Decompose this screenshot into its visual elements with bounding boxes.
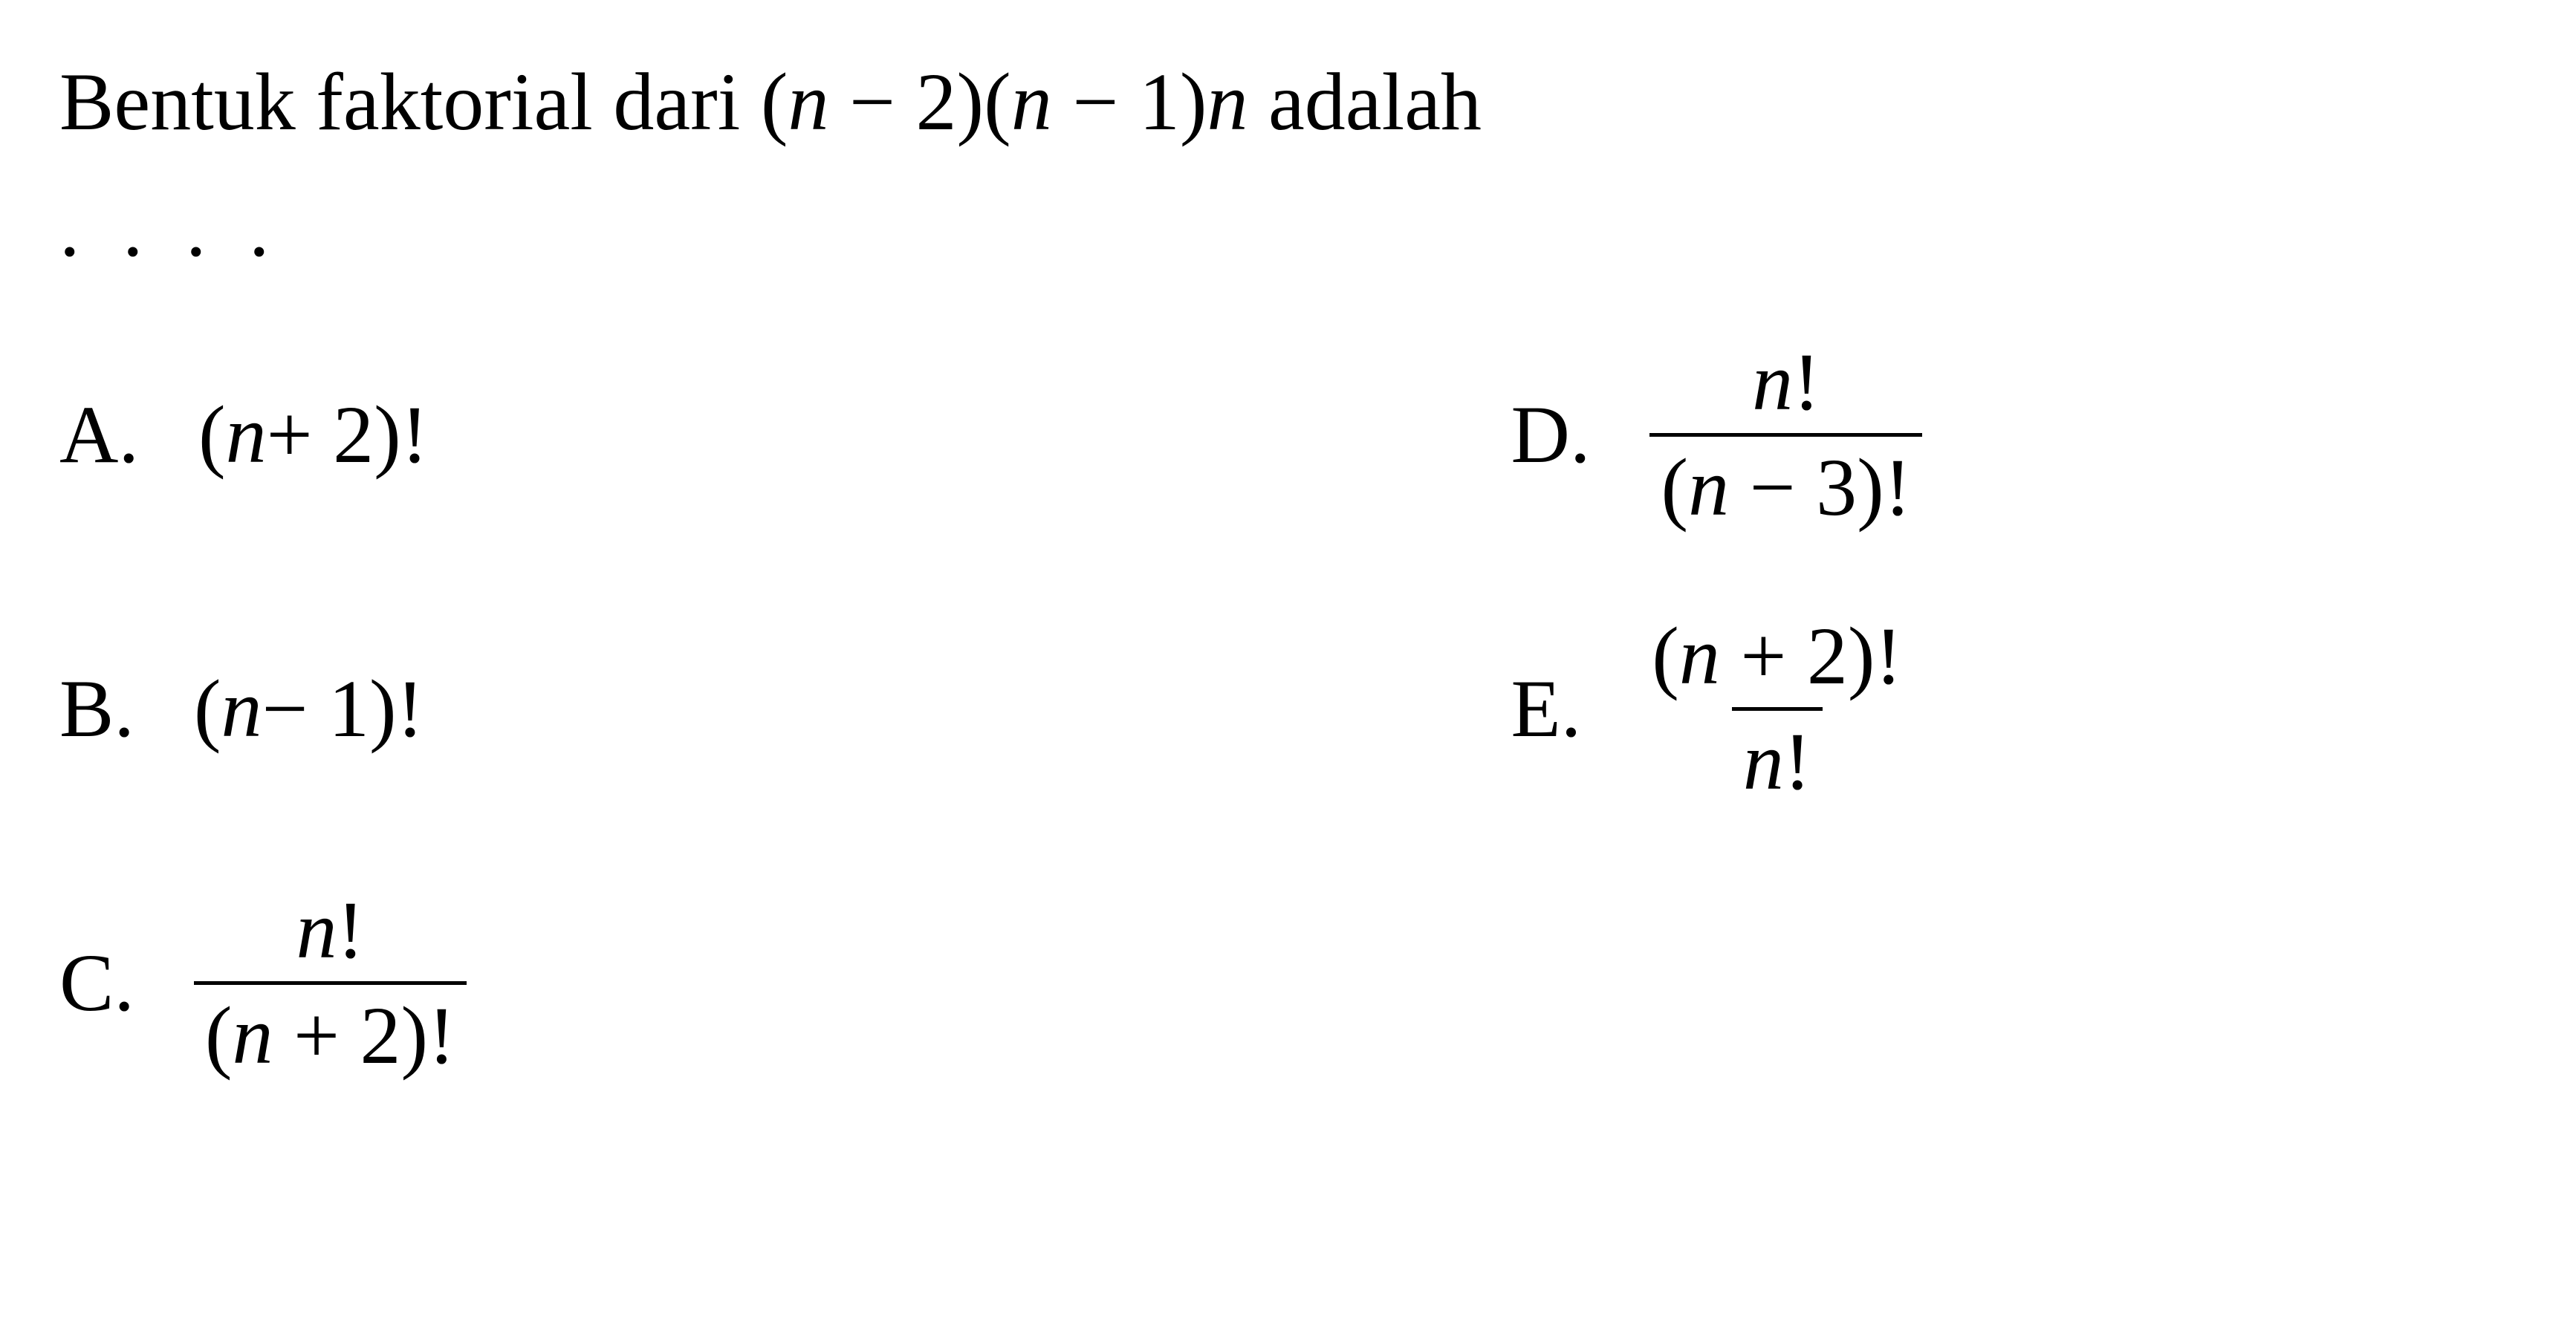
option-e-label: E. xyxy=(1511,662,1582,756)
option-a-suffix: + 2)! xyxy=(267,388,429,482)
option-e-fraction: (n + 2)! n! xyxy=(1641,609,1913,809)
option-e-den-var: n xyxy=(1743,716,1784,807)
option-d-den-suffix: − 3)! xyxy=(1729,442,1911,533)
option-d-fraction: n! (n − 3)! xyxy=(1649,335,1922,535)
option-c-numerator: n! xyxy=(285,883,376,981)
option-e-den-suffix: ! xyxy=(1784,716,1811,807)
option-e-num-prefix: ( xyxy=(1652,611,1679,701)
option-c-label: C. xyxy=(59,936,134,1030)
option-c-num-suffix: ! xyxy=(337,885,365,975)
option-b-label: B. xyxy=(59,662,134,756)
option-e-denominator: n! xyxy=(1732,707,1823,809)
question-var3: n xyxy=(1207,56,1248,147)
option-c-den-var: n xyxy=(233,990,273,1081)
option-b: B. (n − 1)! xyxy=(59,609,1065,809)
option-c-value: n! (n + 2)! xyxy=(194,883,467,1083)
option-d-label: D. xyxy=(1511,388,1591,482)
option-d-den-var: n xyxy=(1688,442,1729,533)
question-prefix: Bentuk faktorial dari ( xyxy=(59,56,788,147)
option-a-var: n xyxy=(226,388,267,482)
option-c-fraction: n! (n + 2)! xyxy=(194,883,467,1083)
option-d-denominator: (n − 3)! xyxy=(1649,433,1922,535)
option-e-numerator: (n + 2)! xyxy=(1641,609,1913,707)
option-d-den-prefix: ( xyxy=(1661,442,1688,533)
option-c: C. n! (n + 2)! xyxy=(59,883,1065,1083)
option-d-num-suffix: ! xyxy=(1793,336,1820,427)
option-a: A. (n + 2)! xyxy=(59,335,1065,535)
option-e-value: (n + 2)! n! xyxy=(1641,609,1913,809)
option-c-den-suffix: + 2)! xyxy=(273,990,455,1081)
options-container: A. (n + 2)! D. n! (n − 3)! B. (n − 1)! E… xyxy=(59,335,2517,1083)
question-var1: n xyxy=(788,56,829,147)
option-b-suffix: − 1)! xyxy=(262,662,424,756)
option-a-label: A. xyxy=(59,388,139,482)
question-var2: n xyxy=(1011,56,1052,147)
option-a-prefix: ( xyxy=(198,388,226,482)
question-dots: . . . . xyxy=(59,181,2517,276)
question-text: Bentuk faktorial dari (n − 2)(n − 1)n ad… xyxy=(59,45,2517,159)
option-d: D. n! (n − 3)! xyxy=(1511,335,2517,535)
option-b-value: (n − 1)! xyxy=(194,662,424,756)
option-a-value: (n + 2)! xyxy=(198,388,428,482)
option-d-numerator: n! xyxy=(1741,335,1832,433)
option-e: E. (n + 2)! n! xyxy=(1511,609,2517,809)
question-mid1: − 2)( xyxy=(829,56,1011,147)
option-b-prefix: ( xyxy=(194,662,221,756)
option-c-den-prefix: ( xyxy=(205,990,233,1081)
option-d-value: n! (n − 3)! xyxy=(1649,335,1922,535)
option-e-num-suffix: + 2)! xyxy=(1720,611,1902,701)
option-c-denominator: (n + 2)! xyxy=(194,981,467,1083)
question-mid2: − 1) xyxy=(1052,56,1207,147)
question-suffix: adalah xyxy=(1248,56,1482,147)
option-b-var: n xyxy=(221,662,262,756)
option-d-num-var: n xyxy=(1752,336,1793,427)
option-c-num-var: n xyxy=(296,885,337,975)
option-e-num-var: n xyxy=(1679,611,1720,701)
